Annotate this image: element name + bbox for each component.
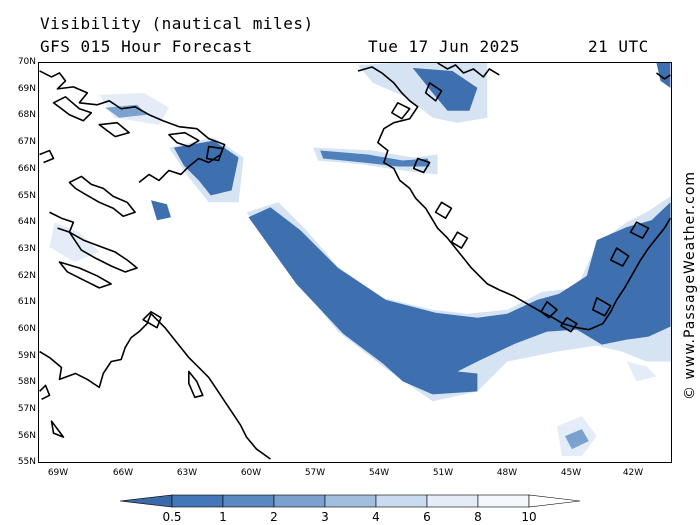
lon-label: 48W	[496, 468, 518, 478]
fog-band	[656, 63, 671, 88]
visibility-fog-layer	[49, 63, 671, 457]
lon-label: 42W	[622, 468, 644, 478]
colorbar-tick-label: 8	[474, 510, 482, 524]
lon-label: 66W	[112, 468, 134, 478]
lon-label: 45W	[560, 468, 582, 478]
colorbar-segment	[171, 494, 224, 508]
lat-label: 63N	[17, 244, 36, 254]
colorbar-segment	[477, 494, 530, 508]
source-credit: © www.PassageWeather.com	[682, 170, 698, 400]
lat-label: 66N	[17, 164, 36, 174]
visibility-colorbar	[119, 494, 581, 508]
lon-label: 51W	[432, 468, 454, 478]
coastlines	[39, 63, 671, 460]
colorbar-tick-label: 0.5	[162, 510, 182, 524]
lat-label: 61N	[17, 297, 36, 307]
lat-label: 68N	[17, 110, 36, 120]
forecast-date: Tue 17 Jun 2025	[368, 37, 520, 56]
colorbar-segment	[273, 494, 326, 508]
visibility-map	[38, 62, 672, 463]
colorbar-tick-label: 4	[372, 510, 380, 524]
fog-halo	[49, 222, 100, 263]
colorbar-segment	[222, 494, 275, 508]
lon-label: 63W	[176, 468, 198, 478]
lat-label: 58N	[17, 377, 36, 387]
colorbar-tick-label: 3	[321, 510, 329, 524]
colorbar-tick-label: 6	[423, 510, 431, 524]
fog-band	[248, 202, 671, 395]
lat-label: 65N	[17, 191, 36, 201]
fog-band	[173, 140, 239, 196]
lat-label: 69N	[17, 84, 36, 94]
colorbar-tick-label: 2	[270, 510, 278, 524]
map-title: Visibility (nautical miles)	[40, 14, 314, 33]
fog-band	[412, 67, 478, 111]
forecast-time: 21 UTC	[588, 37, 649, 56]
fog-halo	[246, 195, 671, 402]
lat-label: 60N	[17, 324, 36, 334]
colorbar-segment	[426, 494, 479, 508]
lat-label: 70N	[17, 57, 36, 67]
colorbar-segment	[375, 494, 428, 508]
colorbar-tick-label: 10	[521, 510, 537, 524]
fog-band	[320, 150, 430, 167]
lon-label: 60W	[240, 468, 262, 478]
lat-label: 55N	[17, 457, 36, 467]
lon-label: 57W	[304, 468, 326, 478]
lat-label: 57N	[17, 404, 36, 414]
lat-label: 62N	[17, 271, 36, 281]
fog-band	[564, 429, 589, 450]
colorbar-tick-label: 1	[219, 510, 227, 524]
fog-band	[151, 200, 171, 221]
lon-label: 69W	[47, 468, 69, 478]
fog-halo	[626, 361, 657, 382]
colorbar-segment	[528, 494, 581, 508]
colorbar-segment	[324, 494, 377, 508]
lat-label: 59N	[17, 351, 36, 361]
lon-label: 54W	[368, 468, 390, 478]
lat-label: 67N	[17, 137, 36, 147]
colorbar-segment	[119, 494, 173, 508]
lat-label: 56N	[17, 431, 36, 441]
forecast-subtitle: GFS 015 Hour Forecast	[40, 37, 253, 56]
lat-label: 64N	[17, 217, 36, 227]
